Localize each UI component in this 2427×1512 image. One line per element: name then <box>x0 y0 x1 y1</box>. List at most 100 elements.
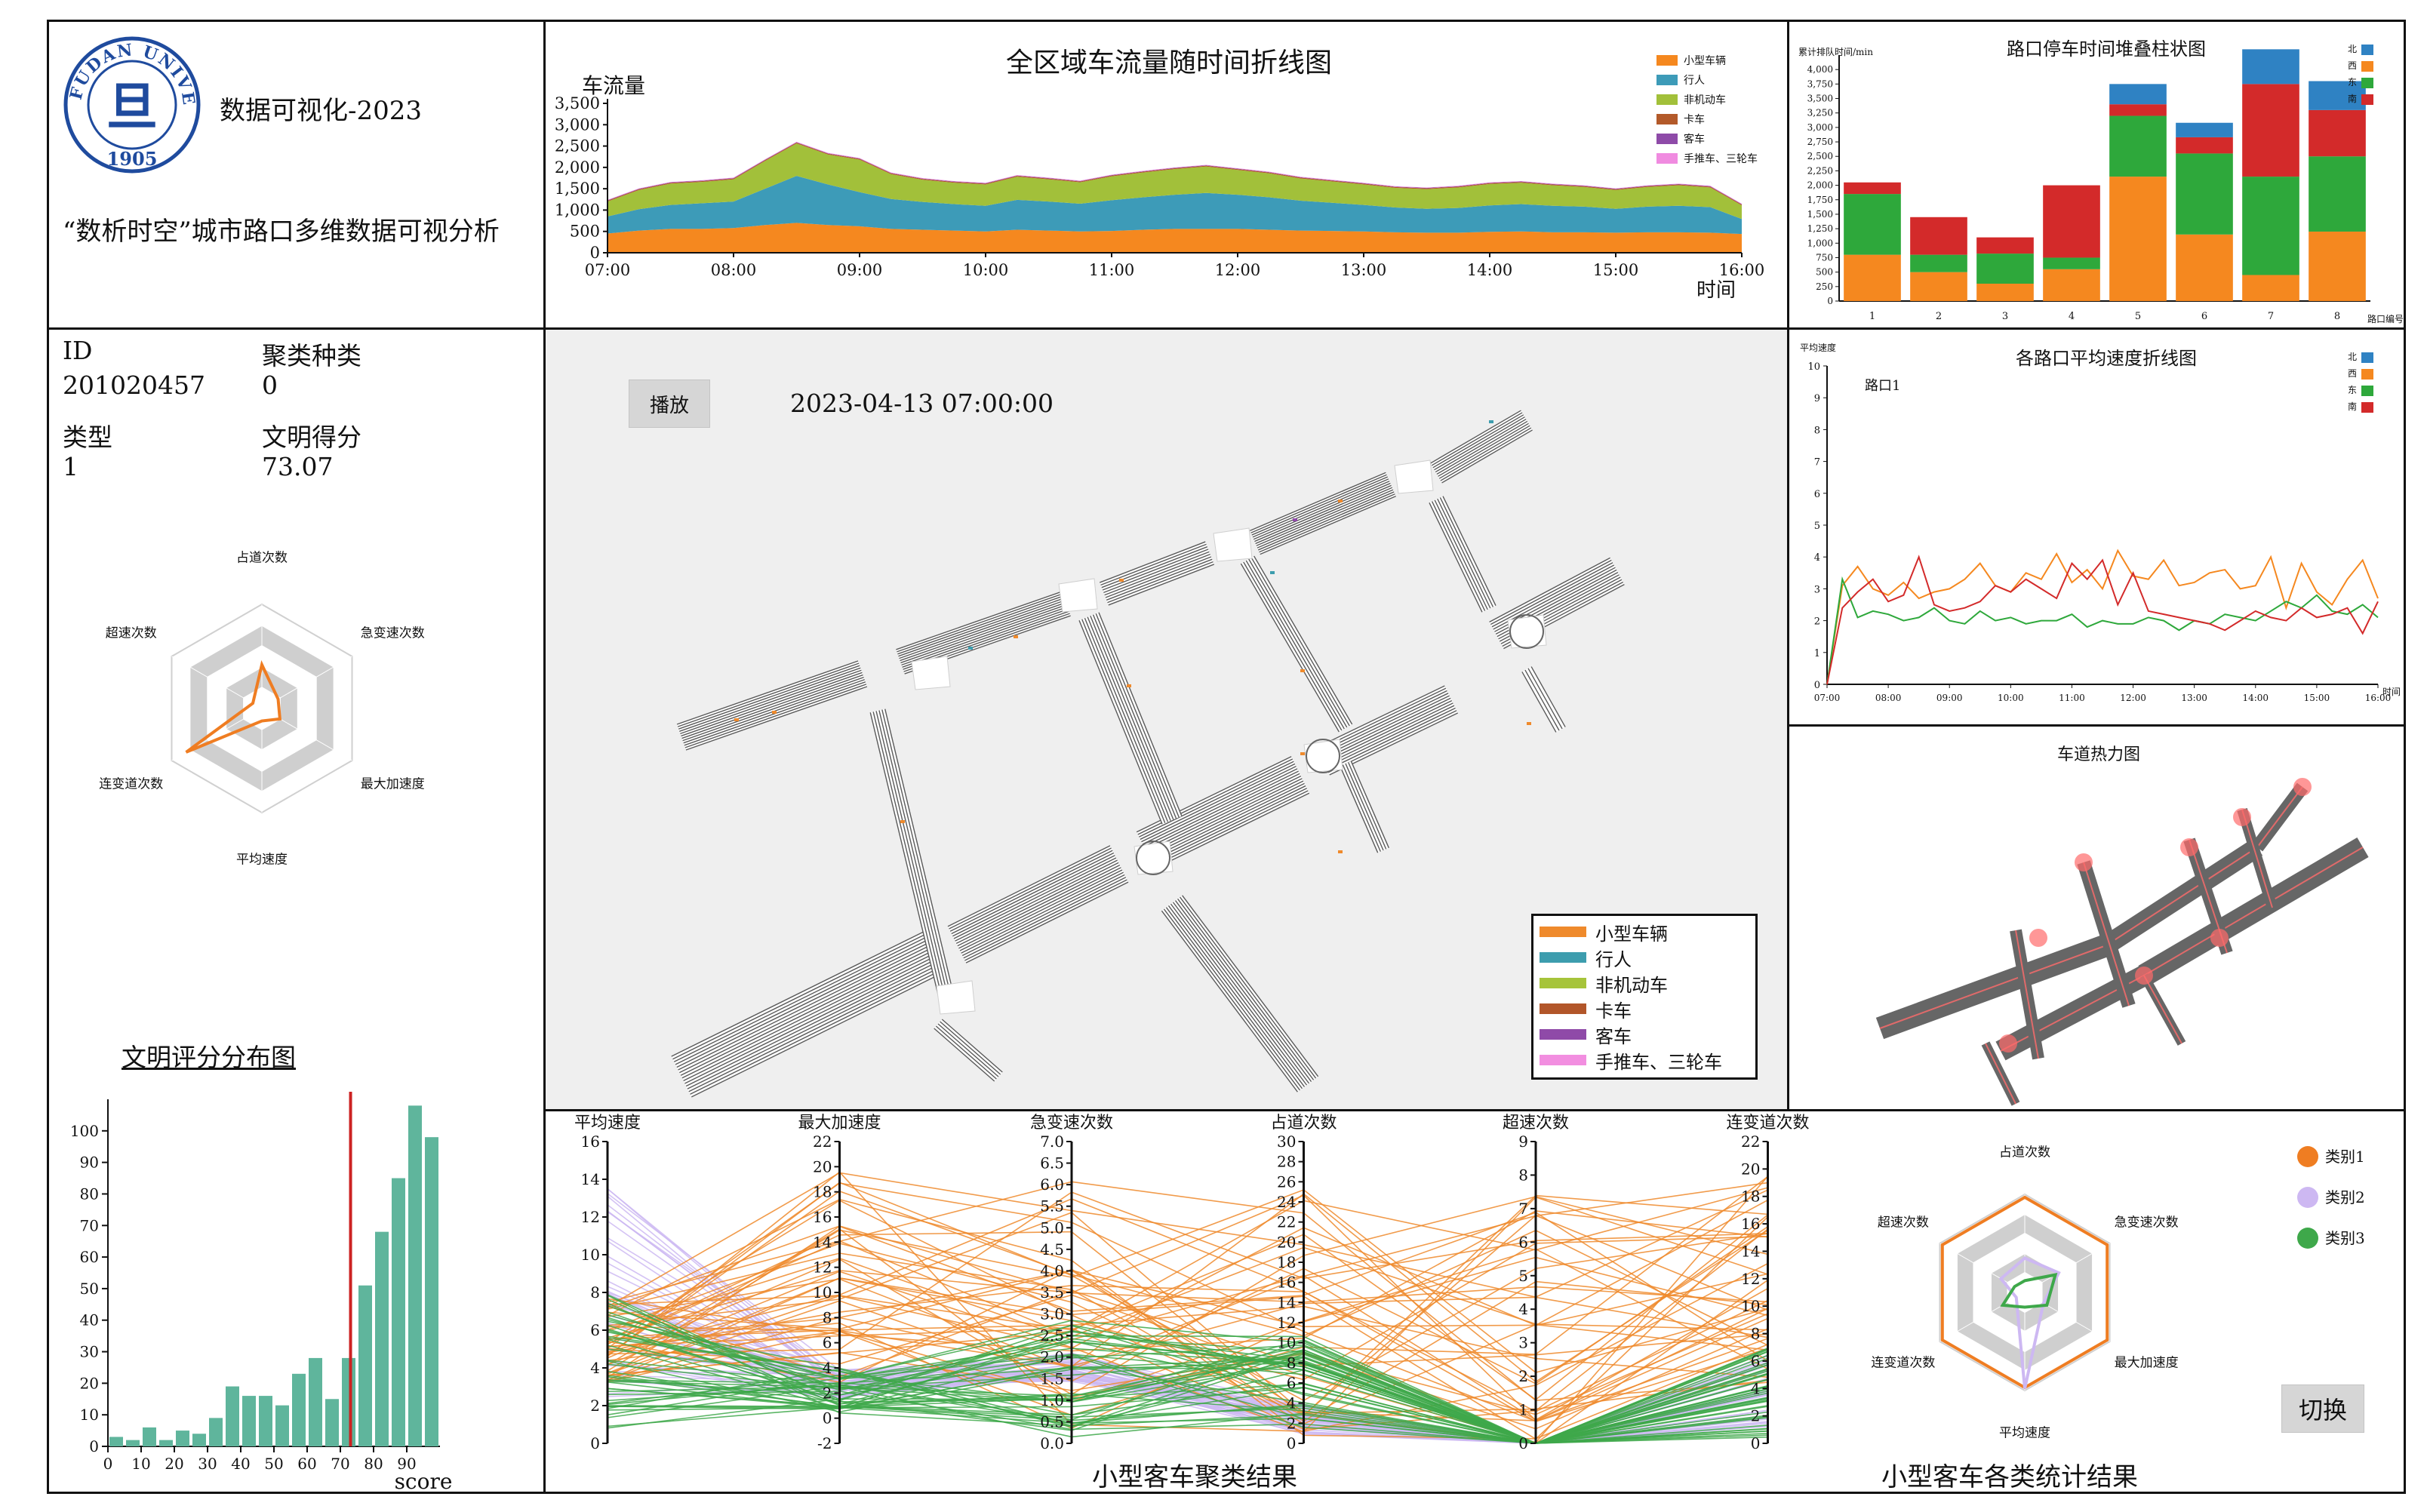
parallel-tick-label: 20 <box>813 1157 832 1175</box>
hist-x-tick-label: 50 <box>264 1455 283 1473</box>
parallel-tick-label: 16 <box>813 1208 832 1226</box>
road-lane <box>902 608 1069 668</box>
flow-area-series-1 <box>608 223 1742 253</box>
parallel-line <box>607 1210 1768 1352</box>
map-legend-swatch <box>1540 927 1586 937</box>
radar-axis-label: 占道次数 <box>236 551 288 566</box>
road-lane <box>685 958 943 1087</box>
road-lane <box>934 1028 995 1082</box>
road-lane <box>679 945 937 1074</box>
parallel-tick-label: 2 <box>1751 1407 1761 1425</box>
vehicle-marker <box>1527 722 1531 725</box>
flow-y-tick-label: 2,500 <box>555 137 600 155</box>
flow-legend-label: 非机动车 <box>1684 94 1726 106</box>
road-lane <box>949 847 1112 930</box>
cluster-legend-label: 类别3 <box>2325 1229 2365 1247</box>
speed-y-tick-label: 1 <box>1814 648 1820 659</box>
road-lane <box>1182 895 1319 1077</box>
road-lane-fill <box>1079 612 1182 825</box>
road-lane <box>1253 555 1353 725</box>
parallel-line <box>607 1216 1769 1440</box>
flow-x-tick-label: 08:00 <box>711 261 757 279</box>
radar-spoke <box>1939 1243 2026 1293</box>
parallel-tick-label: 5.0 <box>1040 1219 1064 1237</box>
play-button[interactable]: 播放 <box>629 380 710 428</box>
parallel-line <box>607 1335 1768 1444</box>
road-lane <box>1148 780 1304 857</box>
parallel-tick-label: 14 <box>1277 1293 1296 1311</box>
speed-legend-label: 北 <box>2348 352 2357 362</box>
flow-legend-label: 卡车 <box>1684 113 1705 126</box>
parallel-line <box>607 1194 1768 1417</box>
road-lane <box>684 956 942 1084</box>
map-legend-label: 卡车 <box>1595 1000 1632 1022</box>
road-lane <box>1084 617 1169 822</box>
speed-x-tick-label: 14:00 <box>2242 693 2269 703</box>
hist-bar <box>192 1434 206 1446</box>
parallel-tick-label: 2.5 <box>1040 1326 1064 1345</box>
road-lane <box>681 674 863 739</box>
vehicle-marker <box>772 711 777 714</box>
road-lane <box>1092 614 1177 819</box>
parallel-tick-label: 12 <box>813 1258 832 1277</box>
speed-crossing-label: 路口1 <box>1865 378 1900 394</box>
road-lane <box>681 671 863 737</box>
hist-bar <box>375 1231 389 1446</box>
speed-x-tick-label: 16:00 <box>2365 693 2392 703</box>
road-lane <box>1245 560 1345 730</box>
stack-y-tick-label: 2,500 <box>1807 151 1833 161</box>
road-lane <box>687 961 945 1089</box>
flow-y-tick-label: 3,000 <box>555 115 600 134</box>
flow-x-axis-label: 时间 <box>1696 279 1736 302</box>
stack-bar-segment <box>2176 122 2233 137</box>
hist-bar <box>325 1399 339 1446</box>
stack-bar-segment <box>2109 115 2167 177</box>
map-legend-item: 非机动车 <box>1540 970 1749 996</box>
road-lane <box>1150 785 1306 862</box>
road-lane <box>1108 564 1215 606</box>
flow-legend-swatch <box>1656 134 1678 144</box>
map-legend-swatch <box>1540 1003 1586 1014</box>
stack-y-tick-label: 1,250 <box>1807 223 1833 234</box>
flow-x-tick-label: 10:00 <box>963 261 1009 279</box>
vehicle-marker <box>1300 752 1305 755</box>
road-lane <box>1431 412 1523 466</box>
parallel-line <box>607 1236 1768 1381</box>
parallel-tick-label: 6.5 <box>1040 1154 1064 1172</box>
flow-legend-label: 行人 <box>1684 75 1705 87</box>
heatmap-hotspot <box>1999 1034 2017 1053</box>
road-lane <box>1442 496 1496 606</box>
parallel-tick-label: 14 <box>813 1233 832 1251</box>
parallel-line <box>607 1378 1768 1444</box>
parallel-tick-label: 22 <box>813 1132 832 1151</box>
stack-x-tick-label: 7 <box>2268 311 2274 322</box>
road-lane <box>1490 559 1612 625</box>
switch-button[interactable]: 切换 <box>2281 1384 2364 1433</box>
radar-axis-label: 平均速度 <box>1999 1426 2050 1441</box>
speed-y-axis-label: 平均速度 <box>1800 342 1836 353</box>
road-lane <box>1144 773 1300 850</box>
road-lane <box>1316 685 1445 748</box>
speed-legend-swatch <box>2361 402 2373 413</box>
lane-heatmap: 车道热力图 <box>1875 745 2369 1106</box>
parallel-line <box>607 1305 1768 1444</box>
road-lane <box>675 937 933 1065</box>
intersection-map[interactable] <box>546 330 1790 1112</box>
parallel-tick-label: 8 <box>1287 1354 1297 1372</box>
vehicle-marker <box>734 718 739 721</box>
road-lane <box>1180 896 1317 1079</box>
flow-y-tick-label: 1,000 <box>555 201 600 219</box>
parallel-line <box>607 1324 1768 1444</box>
radar-axis-label: 超速次数 <box>106 626 157 641</box>
heatmap-hot-lane <box>2106 847 2258 946</box>
road-lane <box>671 929 929 1057</box>
score-value: 73.07 <box>262 452 334 481</box>
road-lane <box>1163 908 1300 1091</box>
road-lane <box>1172 902 1310 1084</box>
hist-bar <box>425 1137 438 1446</box>
hist-y-tick-label: 20 <box>80 1374 99 1392</box>
stack-bar-segment <box>2109 84 2167 105</box>
parallel-tick-label: 6 <box>1751 1352 1761 1370</box>
speed-legend-swatch <box>2361 386 2373 396</box>
